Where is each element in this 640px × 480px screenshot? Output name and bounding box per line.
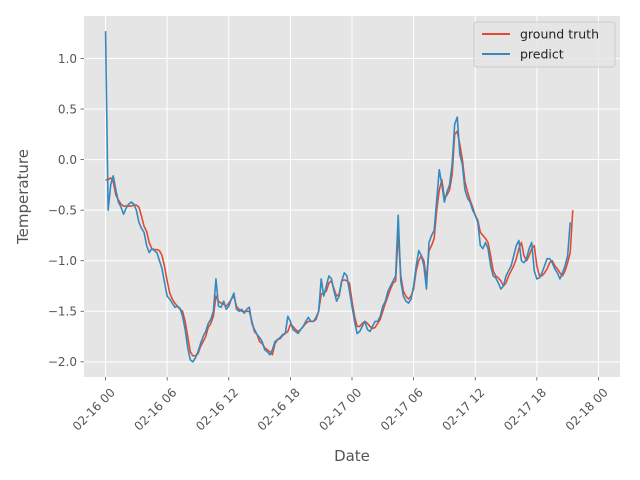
y-axis-ticks: −2.0 −1.5 −1.0 −0.5 0.0 0.5 1.0 (48, 52, 84, 369)
x-tick-label: 02-17 18 (501, 385, 549, 433)
series-layer (104, 31, 574, 363)
legend-label-predict: predict (520, 47, 564, 62)
x-tick-label: 02-16 06 (131, 385, 179, 433)
legend: ground truth predict (473, 21, 616, 68)
y-tick-label: 1.0 (58, 52, 77, 66)
y-tick-label: −0.5 (48, 203, 77, 217)
x-tick-label: 02-17 00 (316, 385, 364, 433)
y-tick-label: −1.0 (48, 254, 77, 268)
x-tick-label: 02-17 06 (378, 385, 426, 433)
y-tick-label: 0.0 (58, 153, 77, 167)
x-tick-label: 02-18 00 (563, 385, 611, 433)
x-axis-label: Date (334, 447, 370, 465)
x-tick-label: 02-17 12 (440, 385, 488, 433)
series-line-predict (104, 31, 571, 363)
x-tick-label: 02-16 12 (193, 385, 241, 433)
legend-label-ground-truth: ground truth (520, 27, 599, 42)
x-axis-ticks: 02-16 00 02-16 06 02-16 12 02-16 18 02-17 00… (70, 377, 611, 433)
y-axis-label: Temperature (14, 149, 32, 245)
x-tick-label: 02-16 00 (70, 385, 118, 433)
y-tick-label: 0.5 (58, 102, 77, 116)
y-tick-label: −1.5 (48, 305, 77, 319)
x-tick-label: 02-16 18 (255, 385, 303, 433)
y-tick-label: −2.0 (48, 355, 77, 369)
